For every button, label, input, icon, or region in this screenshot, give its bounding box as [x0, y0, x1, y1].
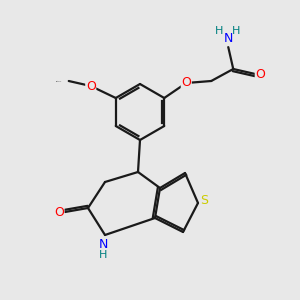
- Text: S: S: [200, 194, 208, 208]
- Text: O: O: [54, 206, 64, 218]
- Text: H: H: [99, 250, 107, 260]
- Text: methoxy: methoxy: [56, 80, 62, 82]
- Text: H: H: [215, 26, 224, 36]
- Text: methyl: methyl: [66, 78, 70, 79]
- Text: O: O: [255, 68, 265, 80]
- Text: N: N: [224, 32, 233, 46]
- Text: O: O: [86, 80, 96, 92]
- Text: methoxy: methoxy: [67, 78, 73, 79]
- Text: N: N: [98, 238, 108, 251]
- Text: H: H: [232, 26, 240, 36]
- Text: O: O: [181, 76, 191, 89]
